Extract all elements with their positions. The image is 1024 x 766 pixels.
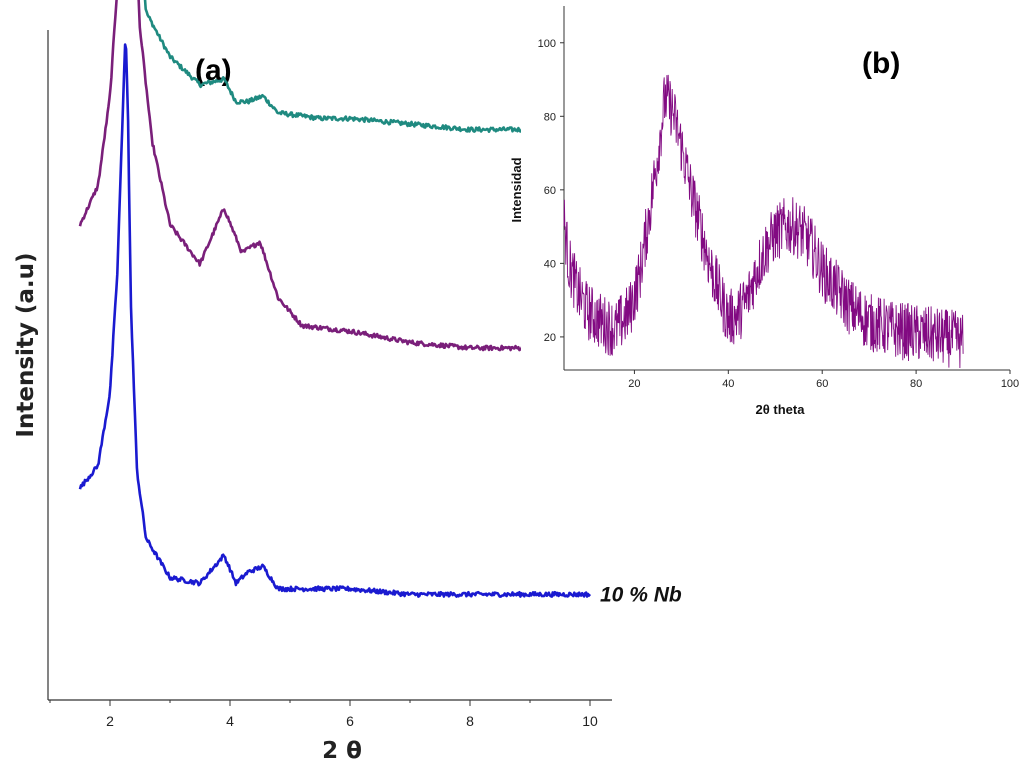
panel-b-y-tick-label: 20	[544, 332, 556, 344]
panel-a-x-tick-label: 4	[226, 713, 234, 729]
panel-a-series-label: 10 % Nb	[600, 583, 682, 606]
panel-b-y-tick-label: 80	[544, 111, 556, 123]
panel-a-x-axis-title: 2 θ	[322, 738, 362, 764]
panel-b-y-tick-label: 100	[538, 38, 556, 50]
panel-b-series	[563, 74, 964, 369]
panel-a-x-tick-label: 2	[106, 713, 114, 729]
panel-a-x-tick-label: 8	[466, 713, 474, 729]
panel-a-series-line	[78, 0, 591, 352]
panel-b-label: (b)	[862, 47, 900, 80]
panel-b-axes: 20 40 60 80 100 20 40 60 80 100	[538, 6, 1019, 390]
panel-b-x-axis-title: 2θ theta	[756, 402, 806, 417]
panel-b-x-tick-label: 80	[910, 378, 922, 390]
panel-a-series-line	[78, 43, 592, 598]
panel-b-y-axis-title: Intensidad	[509, 157, 524, 222]
panel-a-y-axis-title: Intensity (a.u)	[13, 252, 39, 437]
panel-b-x-tick-label: 40	[722, 378, 734, 390]
panel-b-x-tick-label: 100	[1001, 378, 1019, 390]
panel-b-y-tick-label: 60	[544, 185, 556, 197]
panel-a-series	[78, 0, 592, 598]
panel-a-series-line	[143, 0, 592, 134]
panel-b-y-tick-label: 40	[544, 258, 556, 270]
panel-a-x-tick-label: 6	[346, 713, 354, 729]
panel-a-x-tick-label: 10	[582, 713, 598, 729]
panel-a-axes: 2 4 6 8 10	[47, 30, 612, 729]
panel-b-x-tick-label: 60	[816, 378, 828, 390]
panel-b: (b) Intensidad 2θ theta 20 40 60 80 100 20 40 6…	[509, 0, 1019, 425]
panel-b-background	[521, 0, 1011, 425]
panel-b-series-line	[563, 74, 964, 369]
panel-b-x-tick-label: 20	[628, 378, 640, 390]
